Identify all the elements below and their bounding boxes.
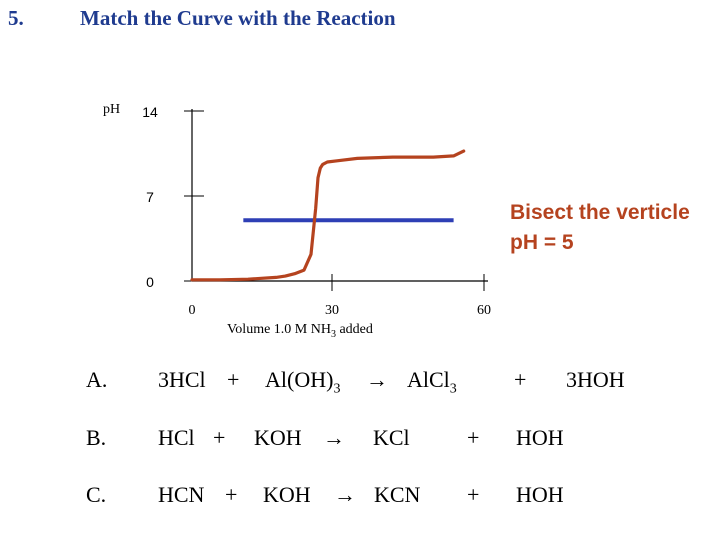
reaction-a-reactant-2-sub: 3 bbox=[333, 381, 341, 397]
y-tick-label: 7 bbox=[146, 189, 154, 205]
reaction-a-product-1-sub: 3 bbox=[449, 381, 457, 397]
reaction-a-product-1: AlCl3 bbox=[407, 367, 457, 397]
reaction-b-reactant-2: KOH bbox=[254, 425, 302, 450]
reaction-a-reactant-2: Al(OH)3 bbox=[265, 367, 340, 397]
reaction-a-letter: A. bbox=[86, 367, 108, 392]
annotation-line-2: pH = 5 bbox=[510, 231, 574, 254]
x-tick-label: 0 bbox=[189, 303, 196, 318]
reaction-a-plus-1: + bbox=[227, 367, 240, 392]
x-axis-label-tail: added bbox=[336, 322, 373, 337]
slide-title: Match the Curve with the Reaction bbox=[80, 6, 396, 30]
x-tick-label: 30 bbox=[325, 303, 339, 318]
x-axis-label-main: Volume 1.0 M NH bbox=[227, 322, 331, 337]
x-tick-label: 60 bbox=[477, 303, 491, 318]
reaction-b-arrow: → bbox=[323, 425, 345, 450]
y-tick-label: 14 bbox=[142, 104, 158, 120]
slide-number: 5. bbox=[8, 6, 24, 30]
x-axis-label-sub: 3 bbox=[331, 329, 336, 340]
reaction-c-plus-1: + bbox=[225, 482, 238, 507]
reaction-c-letter: C. bbox=[86, 482, 107, 507]
reaction-c-plus-2: + bbox=[467, 482, 480, 507]
annotation-line-1: Bisect the verticle bbox=[510, 201, 690, 224]
reaction-a-reactant-1: 3HCl bbox=[158, 367, 206, 392]
reaction-b-letter: B. bbox=[86, 425, 107, 450]
reaction-c-arrow: → bbox=[334, 482, 356, 507]
reaction-b-reactant-1: HCl bbox=[158, 425, 195, 450]
reaction-c-reactant-1: HCN bbox=[158, 482, 205, 507]
reaction-c-product-1: KCN bbox=[374, 482, 421, 507]
reaction-a-plus-2: + bbox=[514, 367, 527, 392]
reaction-b-plus-2: + bbox=[467, 425, 480, 450]
reaction-b-plus-1: + bbox=[213, 425, 226, 450]
reaction-c-product-2: HOH bbox=[516, 482, 564, 507]
y-tick-label: 0 bbox=[146, 274, 154, 290]
reaction-a-reactant-2-base: Al(OH) bbox=[265, 367, 334, 392]
reaction-c-reactant-2: KOH bbox=[263, 482, 311, 507]
titration-curve bbox=[190, 149, 466, 282]
reaction-b-product-1: KCl bbox=[373, 425, 410, 450]
reaction-b-product-2: HOH bbox=[516, 425, 564, 450]
reaction-a-arrow: → bbox=[366, 367, 388, 392]
x-axis-label: Volume 1.0 M NH3 added bbox=[227, 322, 373, 340]
reaction-a-product-2: 3HOH bbox=[566, 367, 625, 392]
reaction-a-product-1-base: AlCl bbox=[407, 367, 450, 392]
y-axis-label: pH bbox=[103, 102, 120, 117]
